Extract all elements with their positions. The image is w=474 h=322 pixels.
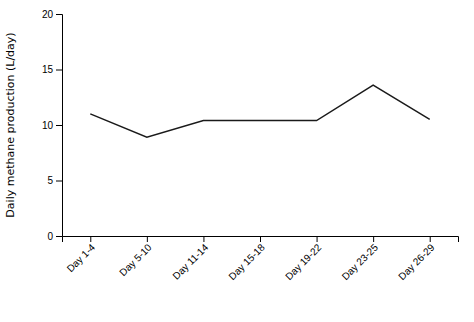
- x-tick-label: Day 1-4: [65, 241, 98, 274]
- y-tick-label: 0: [47, 231, 53, 242]
- x-tick-mark: [317, 236, 318, 242]
- x-tick-label: Day 19-22: [283, 241, 324, 282]
- x-tick-mark: [373, 236, 374, 242]
- y-axis-title: Daily methane production (L/day): [4, 32, 17, 217]
- y-tick-mark: [56, 14, 62, 15]
- x-tick: Day 26-29: [396, 236, 437, 282]
- x-tick-label: Day 11-14: [170, 241, 210, 281]
- plot: 0 5 10 15 20 Day 1-4 Day 5-10 Day 11-14 Day 15-1…: [4, 9, 459, 282]
- x-tick: Day 11-14: [170, 236, 210, 282]
- y-tick-label: 15: [42, 64, 54, 75]
- y-axis-line: [56, 15, 63, 237]
- y-tick: 20: [42, 9, 62, 20]
- y-tick-mark: [56, 125, 62, 126]
- x-tick-mark: [203, 236, 204, 242]
- x-axis-line: [63, 237, 459, 243]
- y-tick: 15: [42, 64, 62, 75]
- x-tick-mark: [147, 236, 148, 242]
- x-tick-mark: [260, 236, 261, 242]
- marks: [90, 85, 429, 137]
- y-tick-mark: [56, 70, 62, 71]
- y-tick-label: 5: [47, 175, 53, 186]
- y-tick: 10: [42, 120, 62, 131]
- y-tick-mark: [56, 181, 62, 182]
- x-tick-label: Day 26-29: [396, 241, 437, 282]
- x-tick-label: Day 15-18: [226, 241, 267, 282]
- x-tick-label: Day 5-10: [117, 241, 154, 278]
- y-tick-label: 10: [42, 120, 54, 131]
- x-tick: Day 15-18: [226, 236, 267, 282]
- y-tick: 0: [47, 231, 62, 242]
- y-tick-mark: [56, 236, 62, 237]
- x-tick-mark: [90, 236, 91, 242]
- x-tick-mark: [430, 236, 431, 242]
- line: [90, 85, 429, 137]
- x-axis: Day 1-4 Day 5-10 Day 11-14 Day 15-18 Day 19-…: [63, 236, 459, 282]
- x-tick-label: Day 23-25: [340, 241, 381, 282]
- x-tick: Day 1-4: [65, 236, 98, 274]
- x-tick: Day 5-10: [117, 236, 154, 278]
- x-tick: Day 19-22: [283, 236, 324, 282]
- x-tick: Day 23-25: [340, 236, 381, 282]
- y-tick-label: 20: [42, 9, 54, 20]
- y-axis: 0 5 10 15 20: [42, 9, 63, 242]
- chart: 0 5 10 15 20 Day 1-4 Day 5-10 Day 11-14 Day 15-1…: [0, 0, 474, 322]
- y-tick: 5: [47, 175, 62, 186]
